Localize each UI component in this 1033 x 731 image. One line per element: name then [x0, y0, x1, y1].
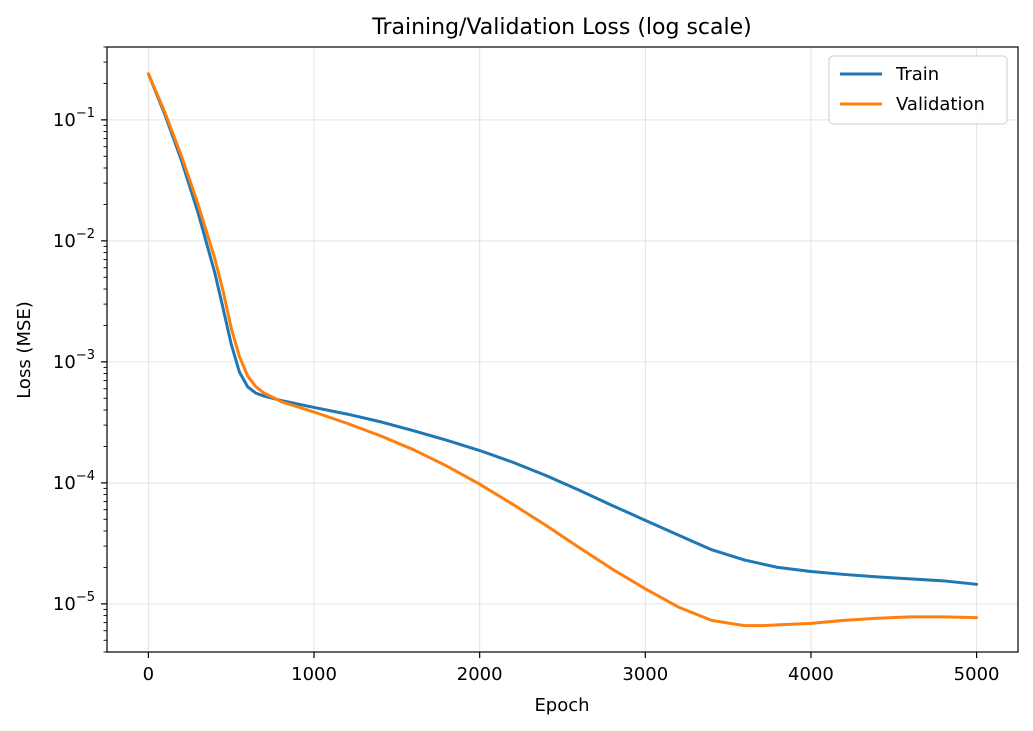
x-axis: 0 1000 2000 3000 4000 5000 [143, 652, 1000, 685]
y-tick-label: 10−2 [53, 227, 95, 252]
x-tick-label: 2000 [457, 664, 503, 685]
y-axis-label: Loss (MSE) [14, 301, 35, 399]
x-tick-label: 4000 [788, 664, 834, 685]
x-tick-label: 5000 [954, 664, 1000, 685]
legend-train-label: Train [895, 64, 939, 85]
x-tick-label: 3000 [622, 664, 668, 685]
x-tick-label: 1000 [291, 664, 337, 685]
y-tick-label: 10−4 [53, 469, 95, 494]
y-tick-label: 10−1 [53, 106, 95, 131]
chart-title: Training/Validation Loss (log scale) [371, 15, 751, 40]
x-tick-label: 0 [143, 664, 154, 685]
series-line-validation [146, 72, 979, 628]
y-axis: 10−1 10−2 10−3 10−4 10−5 [53, 46, 107, 653]
series-line-train [146, 72, 979, 586]
legend-validation-label: Validation [896, 94, 985, 115]
series-layer [146, 72, 979, 628]
legend: Train Validation [828, 55, 1008, 125]
grid [107, 47, 1018, 652]
plot-frame [106, 46, 1019, 653]
x-axis-label: Epoch [534, 695, 589, 716]
y-tick-label: 10−5 [53, 590, 95, 615]
y-tick-label: 10−3 [53, 348, 95, 373]
